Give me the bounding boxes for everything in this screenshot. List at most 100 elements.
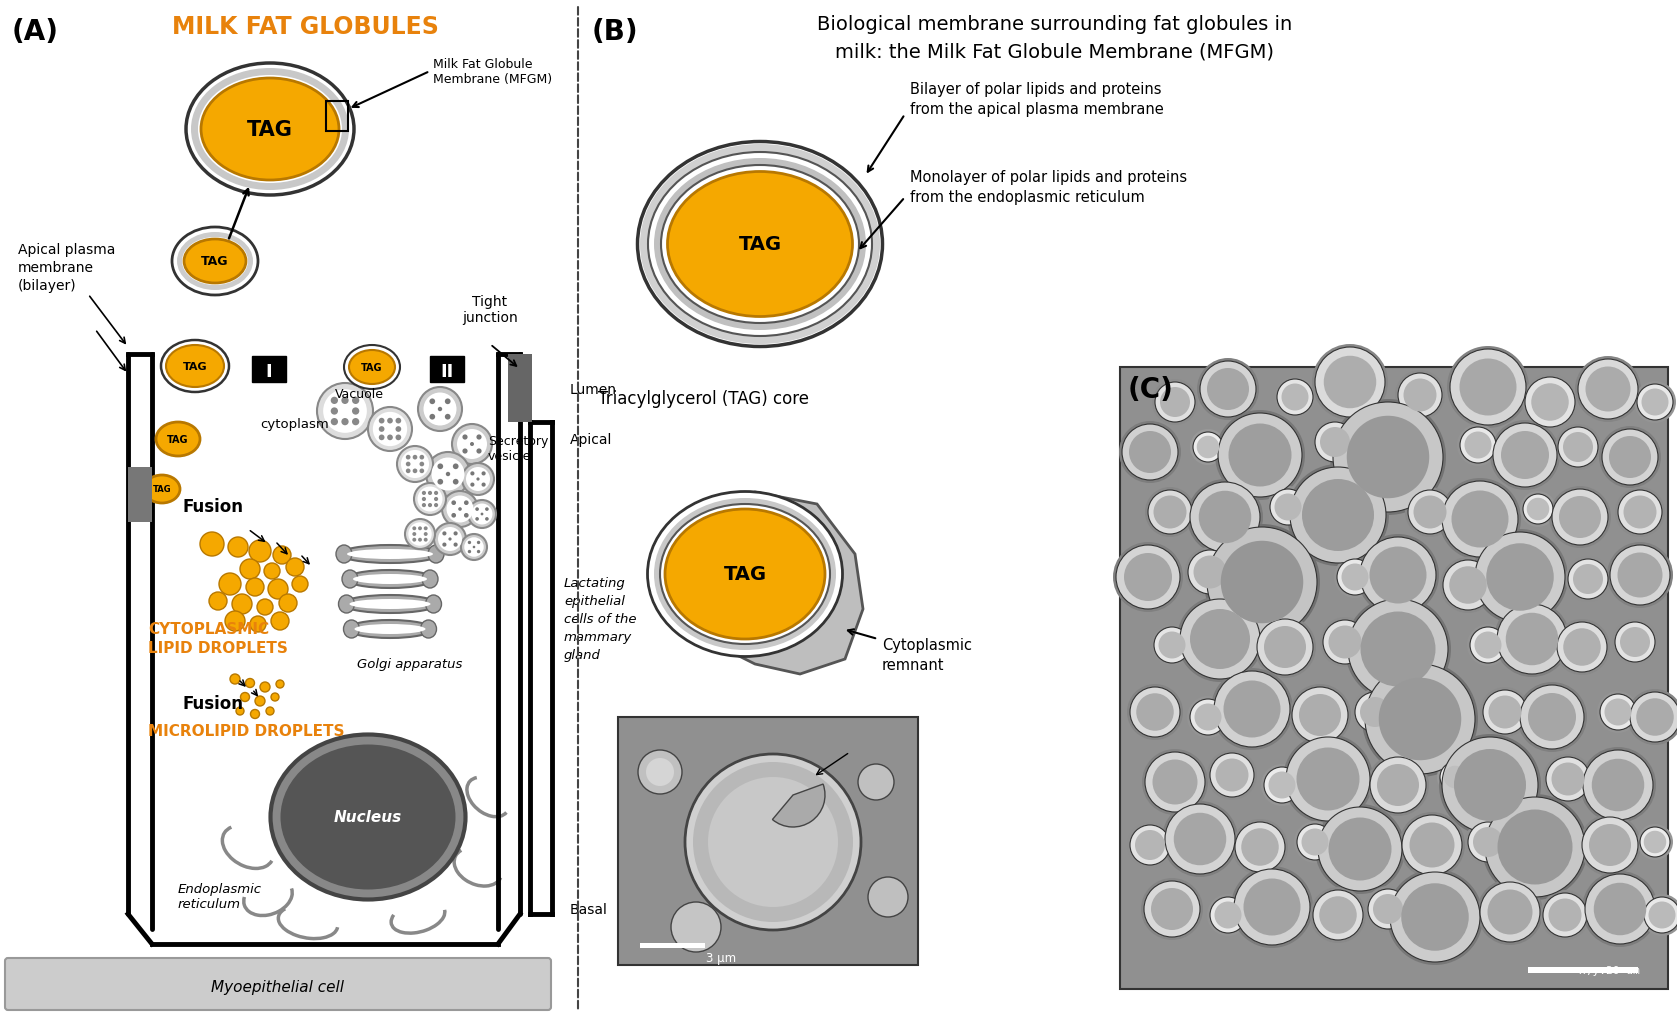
Circle shape (1328, 626, 1362, 659)
Circle shape (1449, 567, 1487, 604)
Circle shape (413, 527, 416, 531)
Circle shape (1489, 421, 1560, 490)
Ellipse shape (354, 625, 426, 635)
Bar (1528, 967, 1638, 973)
Circle shape (1368, 890, 1409, 929)
Text: TAG: TAG (183, 362, 208, 372)
Ellipse shape (335, 545, 352, 564)
Circle shape (708, 777, 838, 907)
Text: Triacylglycerol (TAG) core: Triacylglycerol (TAG) core (599, 389, 808, 408)
Circle shape (1229, 424, 1291, 487)
Circle shape (413, 533, 416, 536)
Bar (1120, 368, 1669, 989)
Circle shape (453, 543, 458, 547)
Circle shape (465, 514, 468, 518)
Circle shape (461, 464, 495, 495)
Circle shape (1378, 678, 1461, 760)
Bar (1120, 368, 1669, 989)
Circle shape (1581, 817, 1638, 873)
Circle shape (1474, 632, 1501, 659)
Circle shape (1640, 827, 1670, 857)
Circle shape (228, 537, 248, 557)
Bar (508, 355, 532, 423)
Circle shape (414, 484, 446, 516)
Circle shape (1637, 824, 1674, 860)
Circle shape (1315, 347, 1385, 418)
Circle shape (1590, 824, 1632, 866)
Text: MICROLIPID DROPLETS: MICROLIPID DROPLETS (148, 723, 344, 739)
Ellipse shape (340, 545, 439, 564)
Circle shape (1211, 668, 1293, 750)
Circle shape (458, 507, 461, 512)
Circle shape (1124, 553, 1172, 601)
Text: Vacuole: Vacuole (335, 387, 384, 400)
Circle shape (1472, 827, 1503, 857)
Circle shape (1149, 490, 1192, 535)
Circle shape (444, 399, 451, 405)
Circle shape (1402, 815, 1462, 875)
Text: Cytoplasmic
remnant: Cytoplasmic remnant (882, 637, 973, 673)
Circle shape (446, 473, 449, 477)
Circle shape (1585, 367, 1630, 412)
Ellipse shape (647, 492, 842, 657)
Circle shape (1145, 487, 1196, 537)
Text: Lumen: Lumen (570, 382, 617, 396)
Circle shape (481, 514, 483, 516)
Circle shape (1560, 496, 1602, 538)
Circle shape (1313, 891, 1363, 941)
Text: cytoplasm: cytoplasm (260, 418, 329, 431)
Circle shape (1264, 627, 1306, 668)
Circle shape (1352, 689, 1399, 736)
Circle shape (1618, 490, 1662, 535)
Circle shape (1286, 465, 1389, 567)
Circle shape (1524, 378, 1575, 428)
Circle shape (476, 478, 480, 481)
Circle shape (1486, 544, 1555, 611)
Circle shape (1360, 537, 1436, 613)
Circle shape (1211, 897, 1246, 933)
Circle shape (1519, 491, 1556, 528)
Circle shape (1568, 559, 1608, 599)
Circle shape (1162, 801, 1238, 877)
Circle shape (1404, 379, 1437, 412)
Circle shape (475, 518, 480, 521)
Circle shape (1295, 821, 1337, 863)
Circle shape (1643, 830, 1667, 853)
Circle shape (1543, 893, 1586, 937)
Circle shape (1486, 797, 1585, 897)
Circle shape (273, 546, 292, 565)
Circle shape (245, 679, 255, 688)
Circle shape (1204, 525, 1320, 640)
Circle shape (1145, 752, 1206, 812)
Circle shape (1563, 433, 1593, 463)
Circle shape (255, 696, 265, 706)
Ellipse shape (178, 232, 253, 290)
Circle shape (287, 558, 304, 577)
Circle shape (1615, 623, 1655, 662)
Circle shape (1135, 830, 1166, 860)
Circle shape (1630, 692, 1677, 742)
Circle shape (324, 390, 367, 433)
Circle shape (1207, 369, 1249, 411)
Circle shape (268, 580, 288, 599)
Circle shape (1600, 694, 1637, 731)
Circle shape (277, 681, 283, 688)
Circle shape (1580, 747, 1655, 823)
Circle shape (1464, 432, 1491, 459)
Text: Secretory
vesicle: Secretory vesicle (488, 434, 548, 463)
Circle shape (1296, 824, 1333, 860)
Text: TAG: TAG (247, 120, 293, 140)
Circle shape (1451, 350, 1526, 426)
Circle shape (1129, 432, 1171, 474)
Circle shape (1160, 387, 1191, 418)
Circle shape (1482, 794, 1588, 900)
Circle shape (1565, 556, 1612, 602)
Circle shape (317, 383, 372, 439)
Circle shape (1439, 479, 1521, 560)
Circle shape (1551, 763, 1585, 796)
Circle shape (1543, 754, 1593, 804)
Circle shape (1315, 423, 1355, 463)
Circle shape (1390, 872, 1481, 962)
Circle shape (1442, 482, 1518, 557)
Circle shape (1144, 881, 1201, 937)
